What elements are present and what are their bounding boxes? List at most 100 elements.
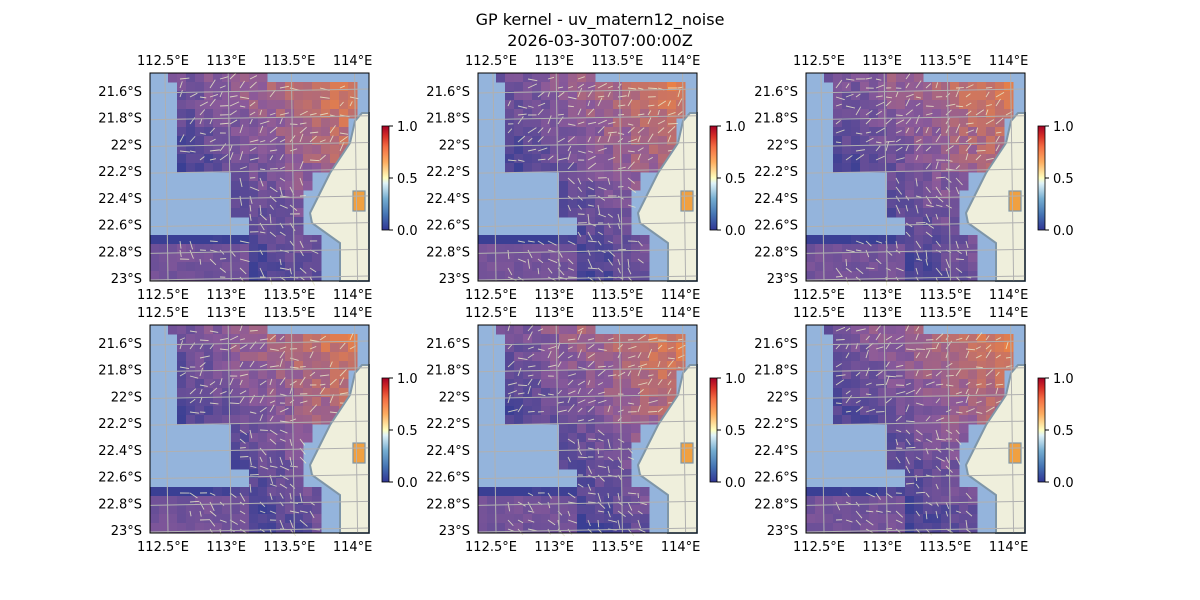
field-cell	[294, 487, 304, 497]
field-cell	[914, 415, 924, 425]
field-cell	[586, 460, 596, 470]
field-cell	[932, 415, 942, 425]
field-cell	[923, 379, 933, 389]
velocity-vectors	[507, 76, 684, 285]
field-cell	[258, 73, 268, 83]
field-cell	[303, 370, 313, 380]
velocity-arrow	[885, 375, 896, 378]
field-cell	[842, 91, 852, 101]
velocity-arrow	[577, 447, 583, 456]
field-cell	[860, 163, 870, 173]
velocity-arrow	[567, 404, 575, 413]
lon-tick-label-bottom: 114°E	[989, 288, 1029, 303]
field-cell	[267, 505, 277, 515]
velocity-arrow	[567, 151, 572, 161]
field-cell	[905, 109, 915, 119]
field-cell	[604, 190, 614, 200]
field-cell	[622, 226, 632, 236]
field-cell	[559, 172, 569, 182]
field-cell	[577, 235, 587, 245]
velocity-arrow	[269, 404, 275, 413]
lat-tick-label: 22.8°S	[754, 245, 798, 260]
field-cell	[923, 415, 933, 425]
lat-tick-label: 21.6°S	[426, 337, 470, 352]
lon-tick-label-top: 114°E	[333, 306, 373, 321]
field-cell	[294, 199, 304, 209]
colorbar-gradient	[381, 377, 390, 483]
field-cell	[523, 253, 533, 263]
lat-tick-label: 23°S	[111, 524, 142, 539]
field-cell	[896, 496, 906, 506]
velocity-arrow	[607, 456, 614, 462]
field-cell	[631, 100, 641, 110]
velocity-arrow	[945, 374, 954, 377]
velocity-arrow	[289, 528, 297, 537]
field-cell	[276, 199, 286, 209]
field-cell	[267, 235, 277, 245]
field-cell	[622, 82, 632, 92]
velocity-arrow	[915, 138, 922, 143]
field-cell	[923, 127, 933, 137]
colorbar-tick-label: 0.0	[397, 224, 418, 239]
field-cell	[833, 73, 843, 83]
velocity-arrow	[915, 126, 921, 134]
lon-tick-label-bottom: 114°E	[989, 540, 1029, 555]
velocity-arrow	[627, 501, 633, 511]
field-cell	[294, 514, 304, 524]
velocity-arrow	[279, 335, 285, 341]
lat-tick-label: 21.8°S	[426, 112, 470, 127]
field-cell	[914, 91, 924, 101]
lon-tick-label-bottom: 112.5°E	[465, 288, 517, 303]
lon-tick-label-top: 113.5°E	[919, 54, 971, 69]
lat-tick-label: 23°S	[439, 524, 470, 539]
field-cell	[941, 397, 951, 407]
field-cell	[177, 361, 187, 371]
field-cell	[887, 451, 897, 461]
gridlines	[149, 324, 370, 534]
lat-gridline	[149, 168, 370, 174]
field-cell	[860, 361, 870, 371]
field-cell	[514, 343, 524, 353]
field-cell	[577, 244, 587, 254]
velocity-arrow	[249, 213, 252, 221]
velocity-arrow	[517, 384, 528, 387]
velocity-arrow	[865, 519, 874, 526]
field-cell	[586, 190, 596, 200]
field-cell	[285, 487, 295, 497]
field-cell	[559, 271, 569, 281]
field-cell	[950, 208, 960, 218]
field-cell	[842, 271, 852, 281]
field-cell	[568, 118, 578, 128]
velocity-arrow	[885, 375, 890, 386]
field-cell	[896, 343, 906, 353]
field-cell	[186, 334, 196, 344]
field-cell	[995, 379, 1005, 389]
field-cell	[887, 352, 897, 362]
velocity-arrow	[567, 492, 576, 499]
lat-tick-label: 22.6°S	[98, 219, 142, 234]
lon-tick-label-bottom: 113.5°E	[591, 540, 643, 555]
velocity-arrow	[577, 76, 585, 80]
field-cell	[577, 325, 587, 335]
field-cell	[222, 145, 232, 155]
field-cell	[285, 100, 295, 110]
field-cell	[186, 352, 196, 362]
field-cell	[878, 487, 888, 497]
field-cell	[595, 343, 605, 353]
field-cell	[824, 487, 834, 497]
velocity-arrow	[587, 438, 597, 441]
field-cell	[559, 91, 569, 101]
velocity-arrow	[259, 204, 262, 215]
field-cell	[514, 163, 524, 173]
field-cell	[842, 514, 852, 524]
field-cell	[851, 325, 861, 335]
field-cell	[276, 469, 286, 479]
field-cell	[1004, 91, 1014, 101]
field-cell	[276, 487, 286, 497]
field-cell	[860, 73, 870, 83]
velocity-arrow	[985, 104, 992, 107]
velocity-arrow	[209, 330, 219, 333]
velocity-arrow	[647, 104, 655, 107]
colorbar-gradient	[709, 377, 718, 483]
field-cell	[240, 190, 250, 200]
